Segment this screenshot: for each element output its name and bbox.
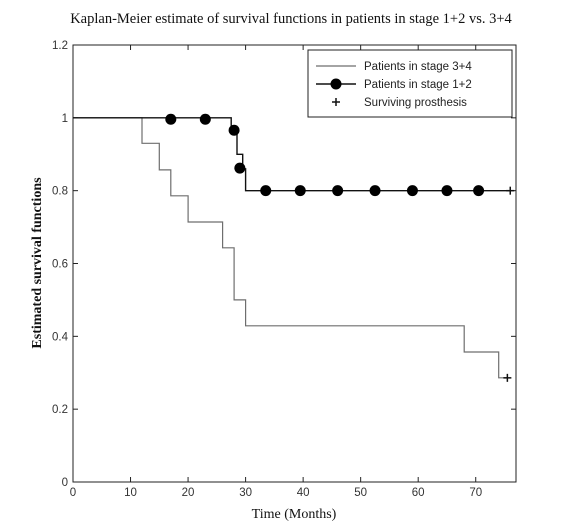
x-tick-label: 10 xyxy=(124,487,137,499)
stage-1-2-dot-marker xyxy=(406,185,418,197)
axis-ticks: 0 10 20 30 40 50 60 70 0 0.2 0.4 0.6 0.8 1 1.2 xyxy=(52,40,516,499)
legend-label: Patients in stage 1+2 xyxy=(364,79,472,91)
y-axis-label: Estimated survival functions xyxy=(30,177,45,349)
x-tick-label: 50 xyxy=(354,487,367,499)
stage-1-2-dot-marker xyxy=(441,185,453,197)
y-tick-label: 0.8 xyxy=(52,186,68,198)
chart-title: Kaplan-Meier estimate of survival functi… xyxy=(70,11,512,27)
stage-1-2-dot-marker xyxy=(332,185,344,197)
series-lines xyxy=(73,117,511,379)
y-tick-label: 0.4 xyxy=(52,331,69,343)
legend: Patients in stage 3+4 Patients in stage 1… xyxy=(307,49,513,118)
stage-1-2-dot-marker xyxy=(473,185,485,197)
x-tick-label: 30 xyxy=(239,487,252,499)
y-tick-label: 0.6 xyxy=(52,259,68,271)
x-tick-label: 0 xyxy=(70,487,76,499)
x-tick-label: 40 xyxy=(297,487,310,499)
legend-label: Surviving prosthesis xyxy=(364,97,467,109)
series-markers xyxy=(165,113,515,382)
series-stage-3-4-line xyxy=(73,117,508,379)
x-axis-label: Time (Months) xyxy=(252,507,337,522)
y-tick-label: 0.2 xyxy=(52,404,68,416)
stage-1-2-dot-marker xyxy=(165,113,177,125)
stage-1-2-dot-marker xyxy=(294,185,306,197)
series-stage-1-2-line xyxy=(73,117,511,192)
stage-1-2-dot-marker xyxy=(234,162,246,174)
x-tick-label: 70 xyxy=(469,487,482,499)
legend-dot-swatch xyxy=(330,78,342,90)
y-tick-label: 1.2 xyxy=(52,40,68,52)
x-tick-label: 20 xyxy=(182,487,195,499)
stage-1-2-dot-marker xyxy=(369,185,381,197)
stage-1-2-dot-marker xyxy=(260,185,272,197)
x-tick-label: 60 xyxy=(412,487,425,499)
y-tick-label: 0 xyxy=(62,477,68,489)
legend-label: Patients in stage 3+4 xyxy=(364,61,472,73)
y-tick-label: 1 xyxy=(62,113,68,125)
stage-1-2-dot-marker xyxy=(199,113,211,125)
stage-1-2-dot-marker xyxy=(228,124,240,136)
